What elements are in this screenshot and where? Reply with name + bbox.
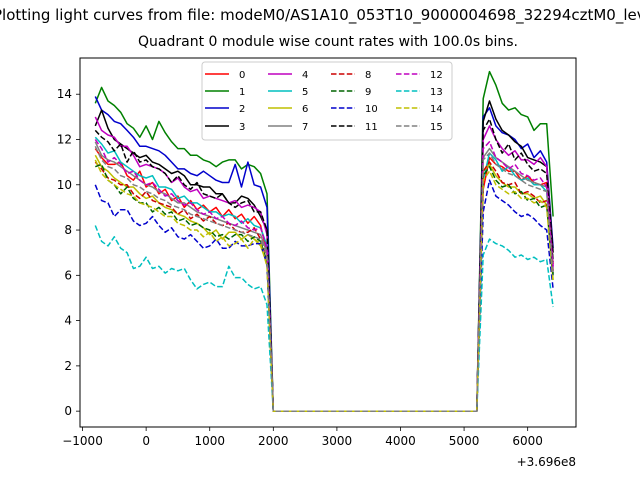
- figure-suptitle: Plotting light curves from file: modeM0/…: [0, 6, 640, 24]
- plot-frame: [79, 57, 577, 428]
- legend-label-12: 12: [430, 70, 443, 81]
- series-line-10: [94, 179, 554, 412]
- legend-label-10: 10: [365, 104, 378, 115]
- chart-title: Quadrant 0 module wise count rates with …: [138, 34, 518, 50]
- x-tick-label: 3000: [322, 434, 353, 448]
- legend-label-1: 1: [239, 87, 245, 98]
- legend-label-13: 13: [430, 87, 443, 98]
- x-axis: −1000 0 1000 2000 3000 4000 5000 6000: [62, 427, 543, 448]
- x-tick-label: 4000: [385, 434, 416, 448]
- x-tick-label: 5000: [449, 434, 480, 448]
- legend-label-15: 15: [430, 122, 443, 133]
- x-tick-label: 1000: [194, 434, 225, 448]
- series-line-8: [94, 161, 554, 412]
- legend-label-14: 14: [430, 104, 443, 115]
- y-tick-label: 14: [57, 87, 72, 101]
- legend-label-2: 2: [239, 104, 245, 115]
- series-line-14: [94, 159, 554, 412]
- y-tick-label: 6: [64, 268, 72, 282]
- series-line-4: [94, 116, 554, 412]
- x-tick-label: 2000: [258, 434, 289, 448]
- series-line-15: [94, 145, 554, 412]
- legend-label-0: 0: [239, 70, 245, 81]
- legend-label-5: 5: [302, 87, 308, 98]
- legend-label-9: 9: [365, 87, 371, 98]
- y-tick-label: 4: [64, 314, 72, 328]
- y-axis: 0 2 4 6 8 10 12 14: [57, 87, 80, 418]
- series-layer: [94, 70, 554, 412]
- series-line-3: [94, 100, 554, 412]
- x-tick-label: 6000: [512, 434, 543, 448]
- legend-label-8: 8: [365, 70, 371, 81]
- y-tick-label: 10: [57, 178, 72, 192]
- y-tick-label: 2: [64, 359, 72, 373]
- y-tick-label: 8: [64, 223, 72, 237]
- legend-label-6: 6: [302, 104, 308, 115]
- x-tick-label: 0: [142, 434, 150, 448]
- series-line-9: [95, 163, 554, 412]
- x-tick-label: −1000: [62, 434, 103, 448]
- y-tick-label: 12: [57, 132, 72, 146]
- y-tick-label: 0: [64, 404, 72, 418]
- legend-box: [201, 61, 453, 141]
- series-line-13: [94, 225, 554, 412]
- legend-label-11: 11: [365, 122, 378, 133]
- legend-label-4: 4: [302, 70, 308, 81]
- x-offset-label: +3.696e8: [517, 455, 576, 469]
- legend-label-7: 7: [302, 122, 308, 133]
- series-line-12: [94, 139, 554, 412]
- series-line-1: [94, 70, 554, 412]
- series-line-0: [94, 148, 554, 412]
- legend-label-3: 3: [239, 122, 245, 133]
- series-line-11: [94, 118, 554, 412]
